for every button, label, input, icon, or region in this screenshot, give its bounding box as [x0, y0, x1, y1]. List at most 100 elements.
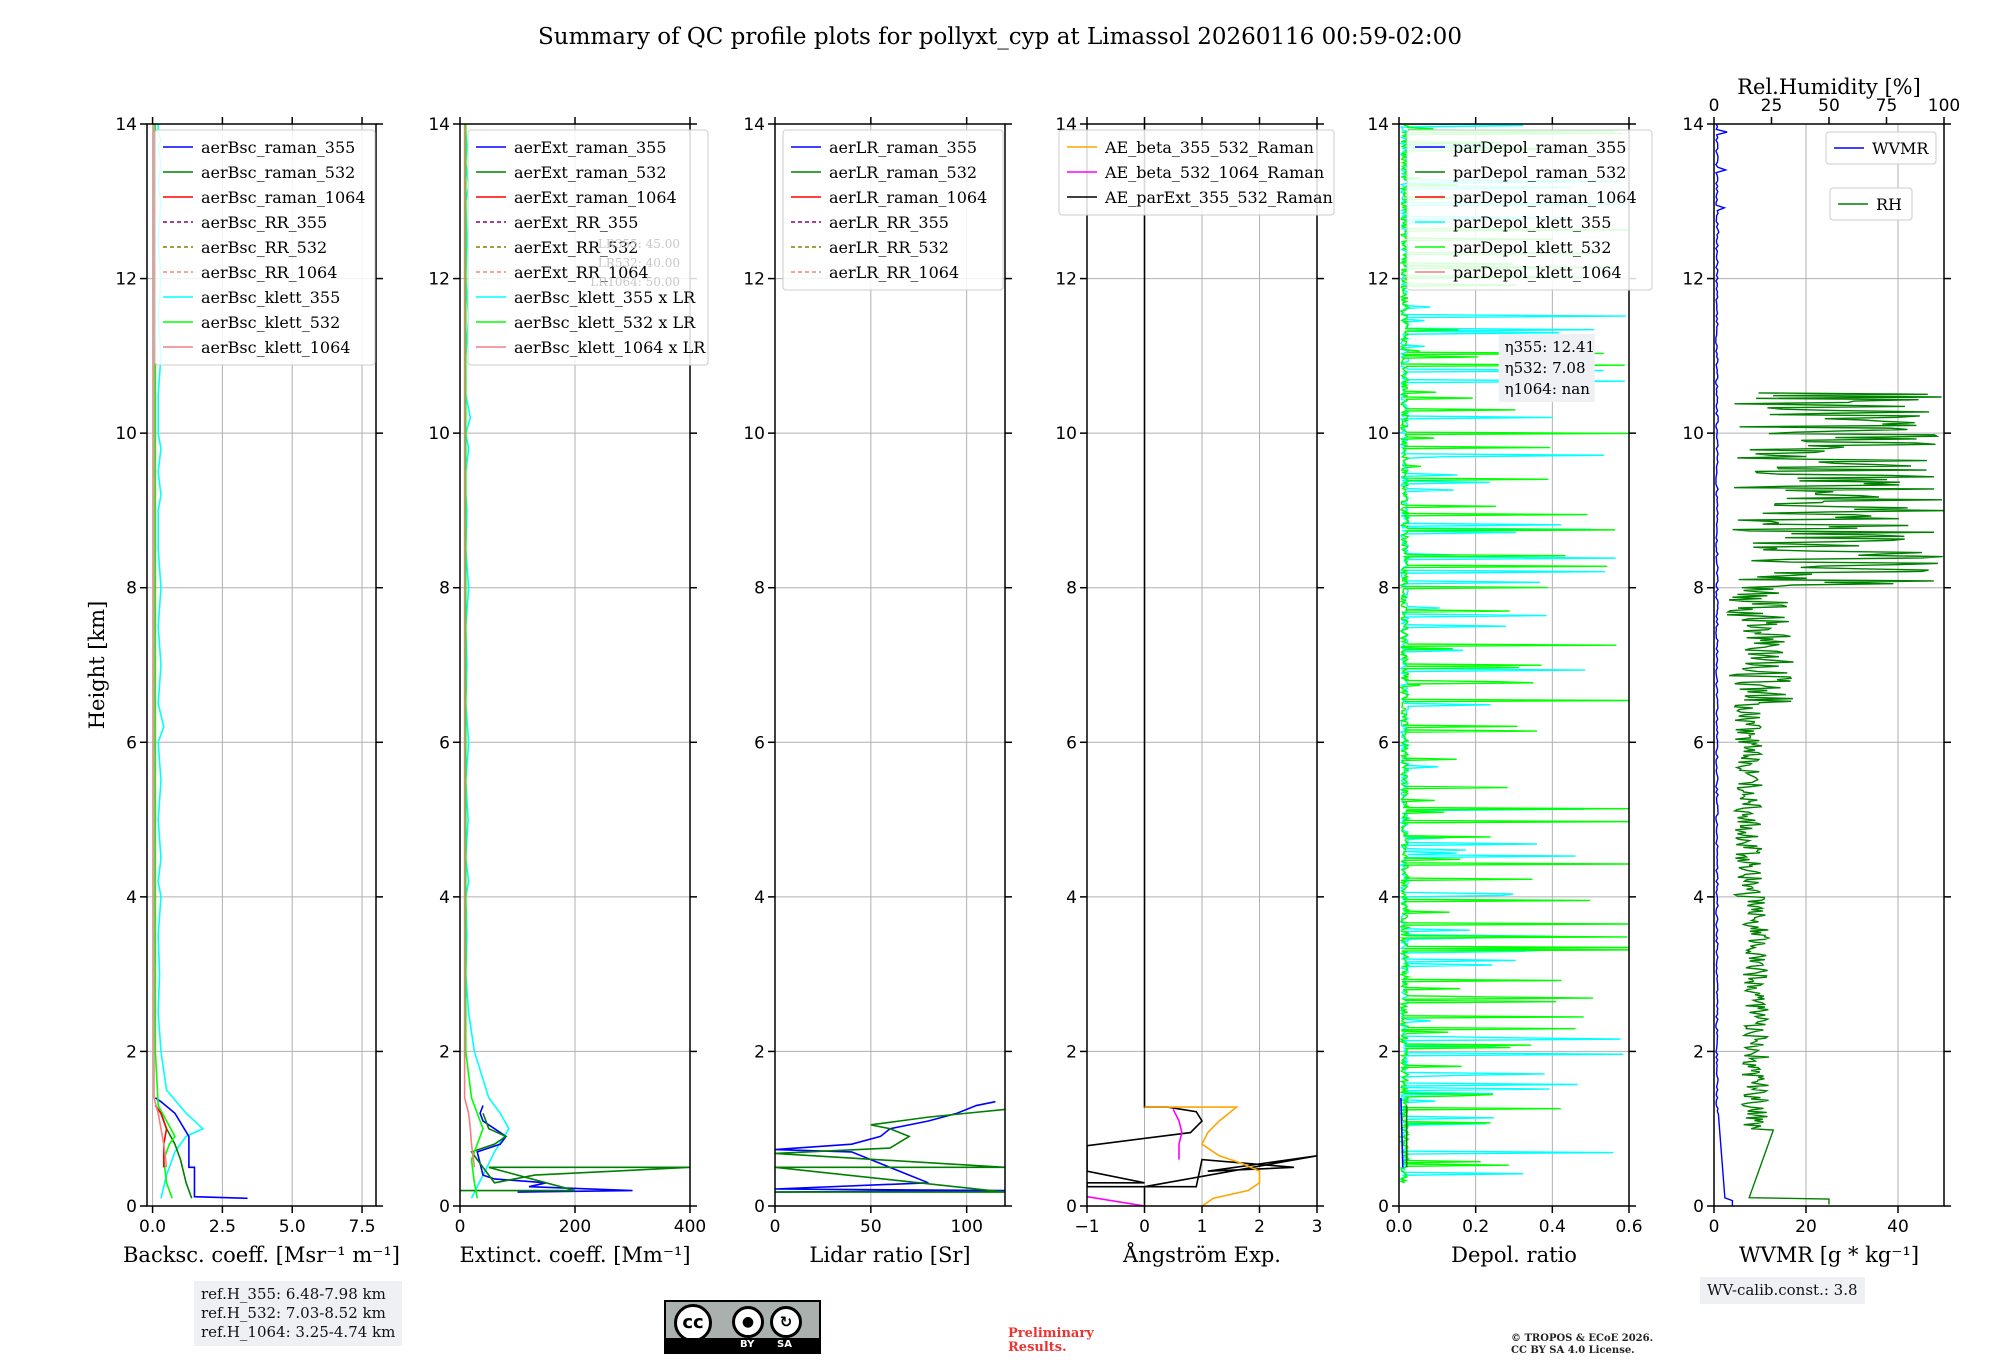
y-tick-label: 4: [126, 888, 137, 908]
axes-frame: [146, 123, 377, 1207]
legend-label: aerLR_RR_355: [829, 213, 949, 232]
legend-label: aerExt_RR_1064: [514, 263, 649, 282]
eta-value: η355: 12.41: [1505, 338, 1595, 356]
x-tick-label: 100: [950, 1217, 982, 1237]
x-tick-label: 400: [674, 1217, 706, 1237]
legend-label: aerLR_raman_532: [829, 163, 977, 182]
y-tick-label: 14: [115, 115, 137, 135]
x-tick-label: 1: [1197, 1217, 1208, 1237]
series-aerBsc_klett_1064: [153, 124, 168, 1168]
y-tick-label: 14: [743, 115, 765, 135]
series-AE_beta_355_532_Raman: [1144, 1106, 1261, 1206]
legend-label: aerExt_raman_532: [514, 163, 667, 182]
y-tick-label: 2: [439, 1042, 450, 1062]
ref-height-532: ref.H_532: 7.03-8.52 km: [201, 1304, 386, 1322]
by-attribution-icon: ●: [732, 1306, 764, 1338]
series-aerBsc_klett_1064-x-LR: [463, 124, 476, 1168]
legend-label: RH: [1876, 195, 1902, 214]
legend-label: aerExt_raman_355: [514, 138, 667, 157]
legend-label: aerBsc_klett_532 x LR: [514, 313, 696, 332]
y-tick-label: 2: [754, 1042, 765, 1062]
legend-box: [1825, 131, 1937, 165]
chart-panel-p3: 0 2 4 6 8 10 12 14 0 50 100 Lidar ratio [Sr] aerLR_r…: [743, 115, 1012, 1267]
preliminary-line-1: Preliminary: [1008, 1326, 1094, 1341]
legend-label: aerBsc_klett_355 x LR: [514, 288, 696, 307]
cc-by-label: BY: [740, 1339, 755, 1350]
x-axis-label: Depol. ratio: [1451, 1243, 1577, 1267]
x-tick-label: 3: [1312, 1217, 1323, 1237]
x-tick-label: 0: [1139, 1217, 1150, 1237]
series-aerBsc_klett_532: [154, 124, 176, 1199]
series-aerBsc_klett_355-x-LR: [464, 124, 510, 1199]
copyright-line-1: © TROPOS & ECoE 2026.: [1511, 1333, 1654, 1344]
x-axis-label: Lidar ratio [Sr]: [809, 1243, 970, 1267]
legend-label: AE_beta_355_532_Raman: [1104, 138, 1314, 157]
series-aerExt_raman_532: [460, 1112, 690, 1192]
series-group: [460, 124, 690, 1199]
series-WVMR: [1715, 124, 1734, 1206]
legend-box: [154, 129, 376, 366]
cc-license-badge: cc ● ↻ BY SA: [664, 1300, 821, 1354]
chart-panel-p5: 0 2 4 6 8 10 12 14 0.0 0.2 0.4 0.6 Depol. ratio parDe…: [1367, 115, 1653, 1267]
y-tick-label: 2: [1693, 1042, 1704, 1062]
legend-label: parDepol_raman_1064: [1453, 188, 1637, 207]
x-tick-label: 0.2: [1462, 1217, 1489, 1237]
y-tick-label: 8: [1066, 579, 1077, 599]
lidar-ratio-note: LR532: 40.00: [598, 256, 680, 270]
legend-label: aerLR_raman_355: [829, 138, 977, 157]
x-tick-label: 0: [455, 1217, 466, 1237]
y-tick-label: 6: [1378, 733, 1389, 753]
chart-panel-p1: 0 2 4 6 8 10 12 14 0.0 2.5 5.0 7.5 Backsc. coeff. [M…: [115, 115, 400, 1267]
x-tick-label: 50: [860, 1217, 882, 1237]
y-tick-label: 8: [439, 579, 450, 599]
x-axis-label: Extinct. coeff. [Mm⁻¹]: [459, 1243, 690, 1267]
x-axis-label: Ångström Exp.: [1122, 1242, 1281, 1267]
wv-calib-const: WV-calib.const.: 3.8: [1707, 1281, 1858, 1299]
legend-box: [782, 129, 1004, 291]
eta-value: η532: 7.08: [1505, 359, 1586, 377]
y-tick-label: 0: [1378, 1197, 1389, 1217]
y-tick-label: 14: [1682, 115, 1704, 135]
top-x-tick-label: 25: [1761, 96, 1783, 116]
series-aerExt_raman_355: [476, 1105, 633, 1193]
cc-badge-bar: BY SA: [666, 1338, 819, 1352]
series-parDepol_raman_355: [1400, 1097, 1404, 1168]
y-tick-label: 0: [1693, 1197, 1704, 1217]
copyright-note: © TROPOS & ECoE 2026. CC BY SA 4.0 Licen…: [1511, 1333, 1653, 1357]
preliminary-line-2: Results.: [1008, 1340, 1067, 1355]
y-tick-label: 10: [115, 424, 137, 444]
legend-label: aerBsc_klett_1064: [201, 338, 350, 357]
y-tick-label: 6: [439, 733, 450, 753]
top-x-tick-label: 100: [1928, 96, 1960, 116]
share-alike-icon: ↻: [770, 1306, 802, 1338]
y-tick-label: 6: [126, 733, 137, 753]
x-tick-label: 200: [559, 1217, 591, 1237]
y-tick-label: 10: [1055, 424, 1077, 444]
legend-label: parDepol_klett_532: [1453, 238, 1611, 257]
x-tick-label: 40: [1887, 1217, 1909, 1237]
series-aerBsc_raman_1064: [154, 1105, 168, 1168]
x-tick-label: 2: [1254, 1217, 1265, 1237]
legend-label: parDepol_raman_355: [1453, 138, 1626, 157]
axes-frame: [1398, 123, 1630, 1207]
y-tick-label: 10: [428, 424, 450, 444]
y-tick-label: 0: [126, 1197, 137, 1217]
copyright-line-2: CC BY SA 4.0 License.: [1511, 1345, 1635, 1356]
x-tick-label: 7.5: [349, 1217, 376, 1237]
series-parDepol_klett_532: [1399, 124, 1629, 1184]
cc-logo-icon: cc: [674, 1304, 712, 1342]
legend-label: aerBsc_klett_1064 x LR: [514, 338, 706, 357]
legend-label: aerLR_RR_1064: [829, 263, 959, 282]
y-tick-label: 8: [1693, 579, 1704, 599]
y-tick-label: 0: [439, 1197, 450, 1217]
series-aerBsc_raman_532: [154, 1105, 193, 1199]
legend-label: aerLR_raman_1064: [829, 188, 987, 207]
y-tick-label: 12: [1055, 270, 1077, 290]
y-tick-label: 12: [115, 270, 137, 290]
cc-sa-label: SA: [777, 1339, 792, 1350]
legend-box: [1058, 129, 1335, 216]
series-group: [775, 1100, 1005, 1193]
x-tick-label: 0: [1709, 1217, 1720, 1237]
x-tick-label: 0.0: [1385, 1217, 1412, 1237]
